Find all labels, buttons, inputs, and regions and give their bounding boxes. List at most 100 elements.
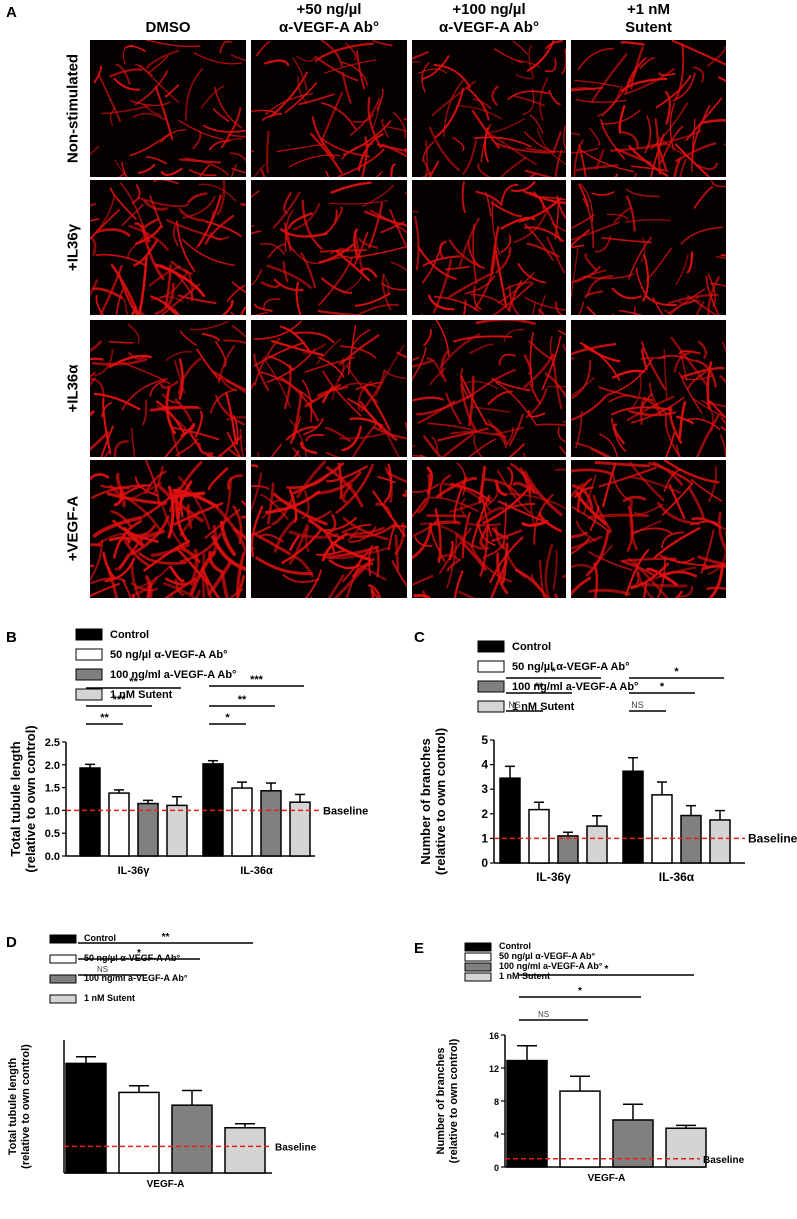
tubule-mark	[412, 574, 434, 586]
tubule-mark	[342, 545, 374, 582]
bar	[108, 792, 130, 857]
legend-swatch	[464, 952, 492, 962]
tubule-mark	[355, 381, 382, 390]
tubule-mark	[282, 573, 320, 584]
tubule-mark	[557, 426, 566, 443]
tubule-mark	[575, 491, 608, 526]
tubule-mark	[448, 239, 486, 270]
tubule-mark	[692, 66, 705, 83]
tubule-mark	[193, 52, 243, 65]
tubule-mark	[656, 141, 667, 170]
tubule-mark	[473, 435, 483, 457]
tubule-mark	[335, 249, 371, 282]
tubule-mark	[382, 274, 390, 295]
tubule-mark	[416, 393, 474, 416]
tubule-mark	[452, 335, 513, 343]
tubule-mark	[137, 163, 156, 174]
tubule-mark	[681, 366, 725, 378]
tubule-mark	[598, 466, 657, 488]
tubule-mark	[230, 311, 236, 315]
tubule-mark	[613, 207, 633, 223]
bar	[586, 825, 608, 864]
tubule-mark	[320, 137, 371, 158]
tubule-mark	[123, 298, 129, 315]
micrograph-image	[412, 320, 566, 457]
tubule-mark	[90, 279, 99, 298]
bar	[137, 802, 159, 857]
tubule-mark	[375, 171, 383, 177]
tubule-mark	[370, 588, 379, 598]
tubule-mark	[272, 191, 301, 229]
tubule-mark	[146, 582, 153, 598]
tubule-mark	[579, 183, 594, 223]
tubule-mark	[114, 159, 128, 177]
tubule-mark	[394, 534, 400, 571]
significance-label: *	[225, 712, 230, 724]
tubule-mark	[475, 190, 503, 206]
tubule-mark	[499, 156, 527, 177]
tubule-mark	[189, 320, 229, 331]
tubule-mark	[146, 40, 201, 48]
tubule-mark	[220, 477, 233, 531]
tubule-mark	[231, 325, 246, 339]
micrograph-image	[251, 320, 407, 457]
tubule-mark	[215, 341, 227, 367]
tubule-mark	[680, 226, 723, 245]
tubule-mark	[443, 80, 464, 138]
tubule-mark	[707, 550, 726, 575]
tubule-mark	[225, 392, 237, 445]
legend-label: 100 ng/ml a-VEGF-A Ab°	[110, 669, 236, 681]
tubule-mark	[634, 306, 636, 315]
tubule-mark	[571, 468, 613, 476]
significance-label: *	[551, 666, 556, 678]
tubule-mark	[522, 88, 535, 115]
tubule-mark	[314, 42, 374, 62]
tubule-mark	[719, 434, 726, 457]
tubule-mark	[152, 466, 164, 495]
tubule-mark	[399, 175, 402, 177]
tubule-mark	[709, 282, 726, 287]
tubule-mark	[460, 375, 487, 424]
tubule-mark	[289, 419, 308, 457]
significance-label: **	[162, 932, 170, 943]
tubule-mark	[491, 529, 523, 543]
tubule-mark	[571, 229, 591, 248]
tubule-mark	[529, 114, 544, 134]
tubule-mark	[289, 392, 303, 445]
tubule-mark	[453, 570, 464, 598]
tubule-mark	[575, 410, 583, 449]
tubule-mark	[346, 526, 385, 536]
tubule-mark	[115, 63, 131, 85]
significance-label: NS	[538, 1010, 549, 1019]
tubule-mark	[108, 354, 152, 368]
tubule-mark	[457, 590, 476, 598]
tubule-mark	[267, 243, 287, 259]
tubule-mark	[150, 295, 180, 315]
legend-swatch	[464, 942, 492, 952]
tubule-mark	[418, 68, 447, 74]
tubule-mark	[720, 416, 726, 427]
y-tick-label: 0	[494, 1163, 499, 1173]
tubule-mark	[103, 450, 110, 457]
column-header: +50 ng/µl α-VEGF-A Ab°	[279, 1, 379, 36]
bar	[171, 1104, 213, 1174]
tubule-mark	[244, 448, 246, 451]
tubule-mark	[599, 433, 619, 457]
tubule-mark	[544, 543, 554, 598]
micrograph-image	[412, 460, 566, 598]
tubule-mark	[663, 460, 720, 484]
y-tick-label: 1.5	[45, 783, 60, 795]
tubule-mark	[281, 529, 322, 564]
tubule-mark	[544, 372, 566, 399]
tubule-mark	[164, 264, 172, 308]
tubule-mark	[135, 64, 154, 77]
tubule-mark	[266, 482, 275, 525]
tubule-mark	[510, 181, 536, 192]
tubule-mark	[321, 102, 357, 130]
tubule-mark	[571, 343, 617, 356]
legend-label: 50 ng/µl α-VEGF-A Ab°	[110, 649, 228, 661]
tubule-mark	[219, 40, 233, 54]
tubule-mark	[163, 582, 197, 598]
significance-label: NS	[631, 700, 644, 710]
tubule-mark	[240, 202, 246, 207]
